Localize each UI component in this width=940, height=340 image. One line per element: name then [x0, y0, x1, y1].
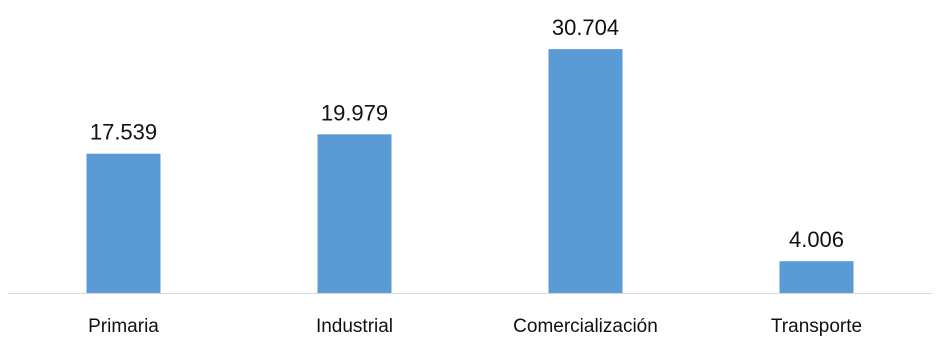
data-labels-group: 17.539 19.979 30.704 4.006	[90, 15, 844, 252]
bar-1	[317, 134, 392, 293]
x-tick-label-2: Comercialización	[513, 316, 658, 337]
x-tick-labels-group: Primaria Industrial Comercialización Transp…	[88, 316, 862, 337]
bars-group	[86, 49, 854, 293]
data-label-3: 4.006	[789, 227, 844, 252]
data-label-2: 30.704	[552, 15, 619, 40]
bar-2	[548, 49, 623, 293]
data-label-0: 17.539	[90, 120, 157, 145]
x-tick-label-3: Transporte	[771, 316, 862, 337]
x-tick-label-1: Industrial	[316, 316, 393, 337]
bar-0	[86, 153, 161, 293]
bar-3	[779, 261, 854, 293]
x-tick-label-0: Primaria	[88, 316, 159, 337]
data-label-1: 19.979	[321, 100, 388, 125]
